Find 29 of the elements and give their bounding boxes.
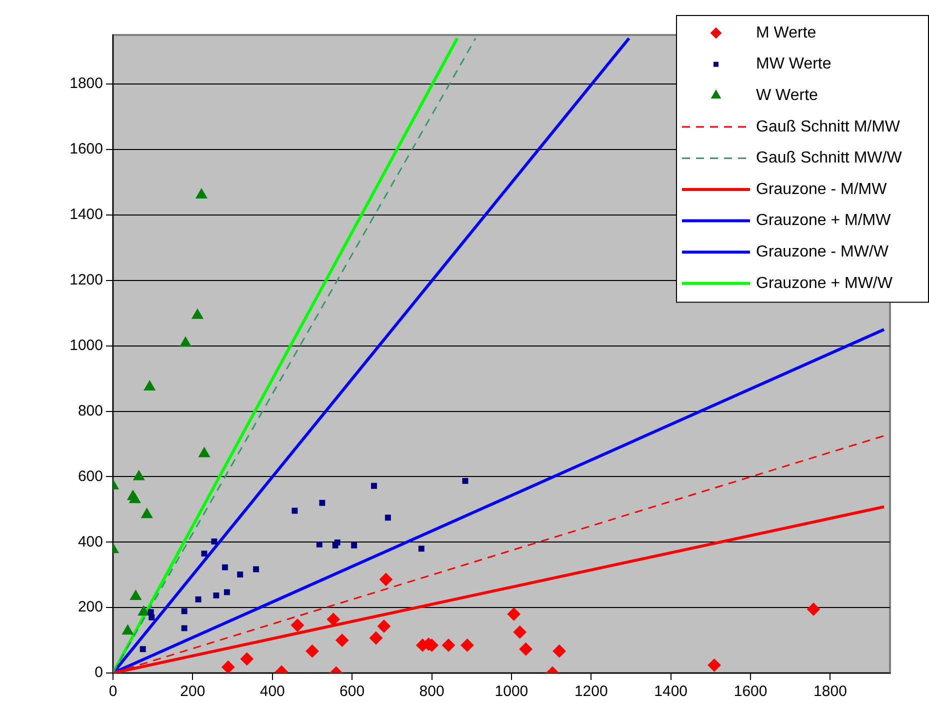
x-tick-label: 1000 [494,683,528,700]
y-tick-label: 1000 [70,336,103,354]
legend-label: Gauß Schnitt MW/W [756,150,903,167]
y-tick-label: 400 [78,533,103,550]
x-tick-label: 200 [180,683,206,700]
y-tick-label: 200 [78,598,103,616]
x-tick-label: 1400 [654,683,688,700]
y-tick-label: 1400 [70,206,103,224]
x-tick-label: 600 [340,683,365,700]
x-tick-label: 1800 [814,683,847,700]
x-tick-label: 800 [419,683,444,700]
legend-label: W Werte [756,87,818,104]
y-tick-label: 1600 [70,140,103,158]
y-tick-label: 1800 [70,75,103,92]
legend-label: Grauzone + M/MW [756,212,892,230]
legend-label: MW Werte [756,56,832,73]
y-tick-label: 0 [94,664,103,682]
y-tick-label: 800 [78,402,103,420]
legend-label: Gauß Schnitt M/MW [756,118,901,136]
legend-label: M Werte [756,24,816,42]
x-tick-label: 1600 [734,683,768,700]
legend-label: Grauzone - MW/W [756,244,890,261]
legend-label: Grauzone - M/MW [756,180,888,198]
legend-label: Grauzone + MW/W [756,274,894,292]
x-tick-label: 400 [260,683,285,700]
x-tick-label: 0 [108,683,118,700]
x-tick-label: 1200 [574,683,608,700]
y-tick-label: 1200 [70,272,103,289]
y-tick-label: 600 [78,468,103,485]
